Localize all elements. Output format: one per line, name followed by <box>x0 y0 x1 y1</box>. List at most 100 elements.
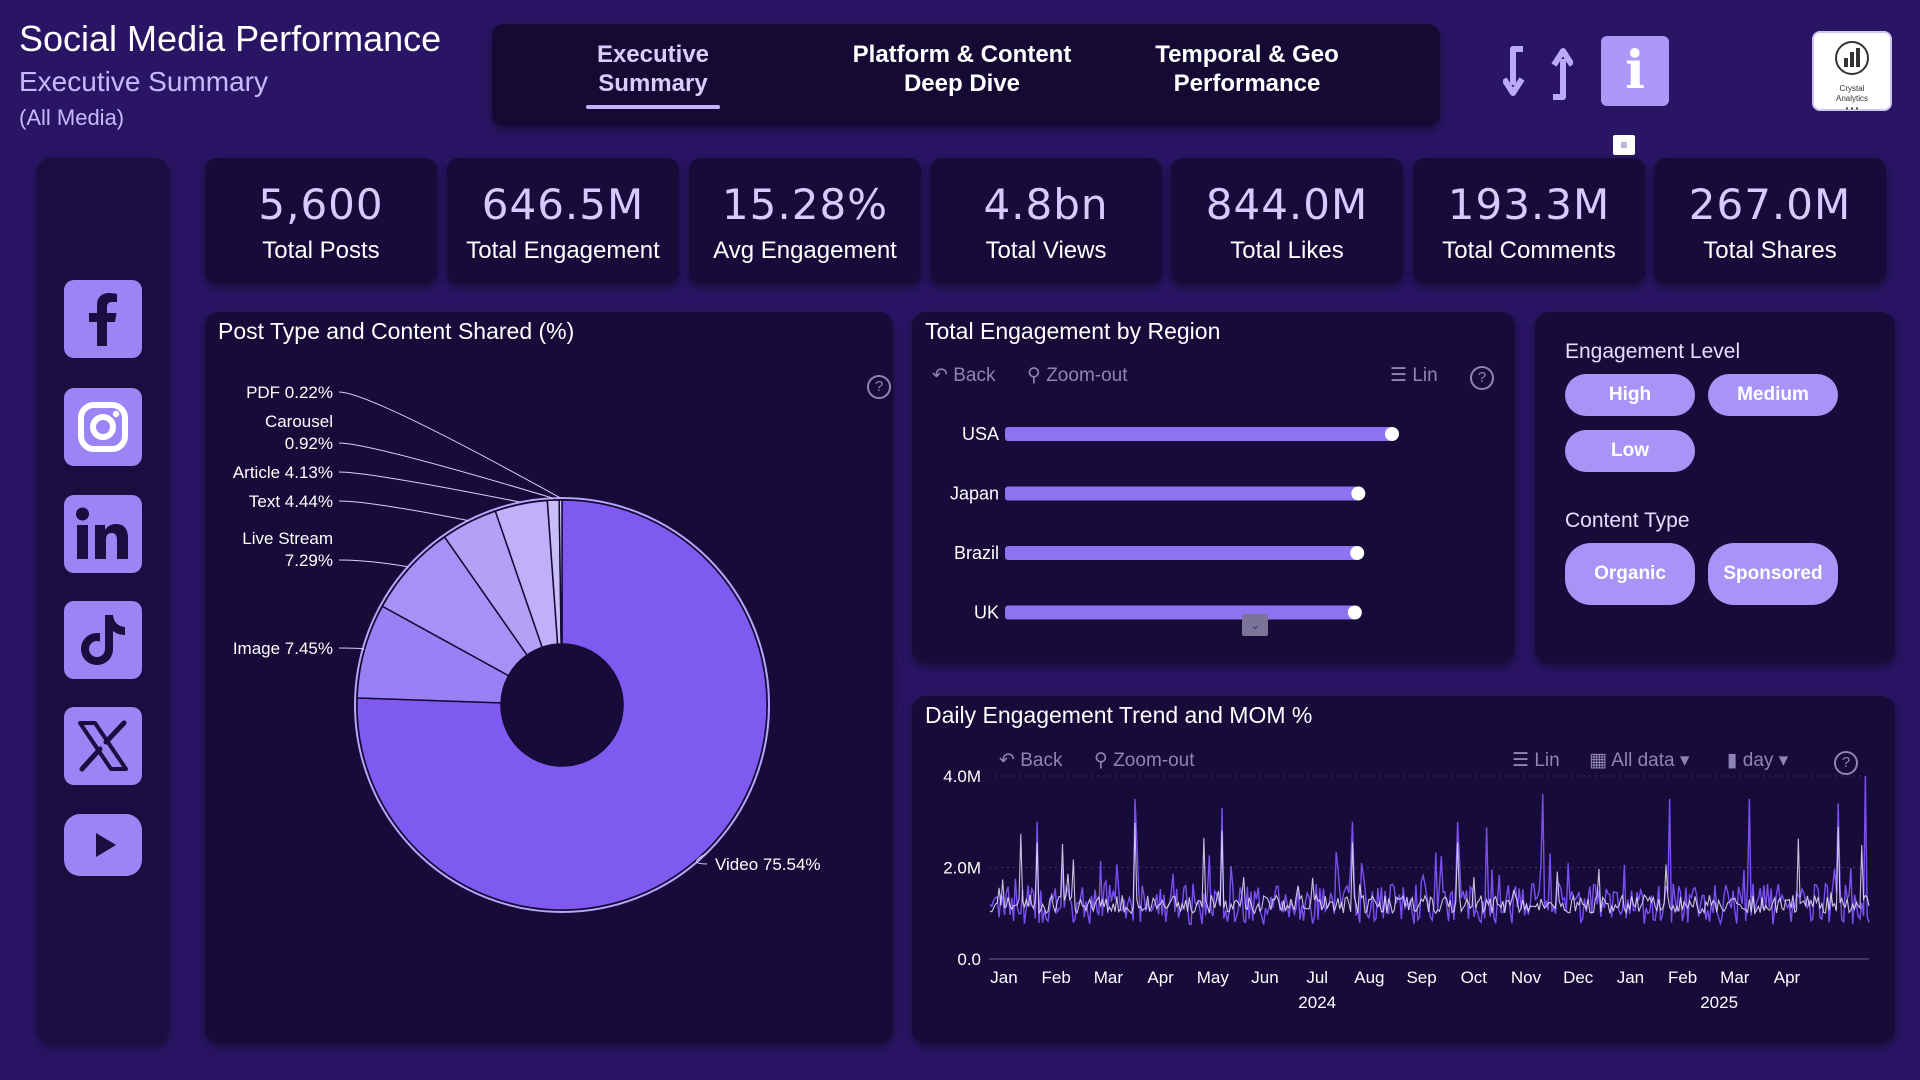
kpi-avg-engagement: 15.28% Avg Engagement <box>689 158 921 284</box>
donut-data-label: Text 4.44% <box>249 492 333 511</box>
zoom-out-label: Zoom-out <box>1046 365 1128 386</box>
filter-icon[interactable]: ≡ <box>1613 135 1635 155</box>
back-button[interactable]: ↶ Back <box>932 364 995 387</box>
youtube-icon <box>96 833 116 857</box>
kpi-value: 844.0M <box>1205 180 1369 229</box>
zoom-out-button[interactable]: ⚲ Zoom-out <box>1094 749 1195 772</box>
back-arrow-icon: ↶ <box>999 750 1015 771</box>
engagement-medium-chip[interactable]: Medium <box>1708 374 1838 416</box>
region-tick-label: Japan <box>950 484 999 504</box>
trend-series-mom[interactable] <box>989 822 1870 915</box>
kpi-value: 4.8bn <box>983 180 1109 229</box>
region-bar-usa[interactable] <box>1005 427 1392 441</box>
region-bar-brazil[interactable] <box>1005 546 1358 560</box>
trend-x-tick-label: Nov <box>1511 968 1542 987</box>
region-bar-uk[interactable] <box>1005 605 1355 620</box>
kpi-total-views: 4.8bn Total Views <box>930 158 1162 284</box>
back-label: Back <box>953 365 996 386</box>
platform-tiktok-button[interactable] <box>64 601 142 679</box>
trend-x-tick-label: Jun <box>1251 968 1278 987</box>
caret-down-icon: ▾ <box>1778 750 1789 771</box>
donut-data-label: PDF 0.22% <box>246 383 333 402</box>
donut-slice-pdf[interactable] <box>558 499 563 645</box>
trend-series-daily-engagement[interactable] <box>989 775 1870 926</box>
caret-down-icon: ▾ <box>1679 750 1690 771</box>
region-tick-label: UK <box>974 603 999 623</box>
logo-dots: • • • <box>1845 104 1859 113</box>
donut-leader-line <box>338 442 554 499</box>
all-data-dropdown[interactable]: ▦ All data ▾ <box>1589 749 1689 772</box>
kpi-value: 15.28% <box>721 180 889 229</box>
engagement-low-chip[interactable]: Low <box>1565 430 1695 472</box>
calendar-icon: ▦ <box>1589 750 1607 771</box>
zoom-out-button[interactable]: ⚲ Zoom-out <box>1027 364 1128 387</box>
kpi-value: 267.0M <box>1688 180 1852 229</box>
tab-executive-summary[interactable]: Executive Summary <box>586 40 720 98</box>
kpi-label: Total Engagement <box>466 237 660 264</box>
donut-slice-text[interactable] <box>443 510 544 657</box>
trend-x-tick-label: Jul <box>1306 968 1328 987</box>
kpi-total-engagement: 646.5M Total Engagement <box>447 158 679 284</box>
region-tick-label: USA <box>962 424 999 444</box>
scroll-down-icon[interactable]: ⌄ <box>1242 614 1268 636</box>
platform-instagram-button[interactable] <box>64 388 142 466</box>
content-organic-chip[interactable]: Organic <box>1565 543 1695 605</box>
back-button[interactable]: ↶ Back <box>999 749 1062 772</box>
kpi-label: Avg Engagement <box>713 237 897 264</box>
kpi-total-posts: 5,600 Total Posts <box>205 158 437 284</box>
donut-slice-carousel[interactable] <box>546 499 562 645</box>
platform-facebook-button[interactable] <box>64 280 142 358</box>
trend-x-tick-label: Sep <box>1406 968 1436 987</box>
zoom-out-label: Zoom-out <box>1113 750 1195 771</box>
list-icon: ☰ <box>1390 365 1408 386</box>
kpi-label: Total Comments <box>1442 237 1616 264</box>
content-sponsored-chip[interactable]: Sponsored <box>1708 543 1838 605</box>
all-data-label: All data <box>1611 750 1675 771</box>
region-bar-japan[interactable] <box>1005 486 1359 501</box>
platform-youtube-button[interactable] <box>64 814 142 876</box>
kpi-label: Total Views <box>985 237 1107 264</box>
tab-label-line1: Executive <box>596 41 710 68</box>
platform-linkedin-button[interactable] <box>64 495 142 573</box>
platform-x-button[interactable] <box>64 707 142 785</box>
trend-y-tick-label: 0.0 <box>957 950 981 969</box>
crystal-analytics-logo: Crystal Analytics • • • <box>1812 31 1892 113</box>
region-bar-endpoint <box>1385 427 1399 441</box>
logo-text: Crystal <box>1839 84 1865 93</box>
scale-lin-button[interactable]: ☰ Lin <box>1512 749 1560 772</box>
region-bar-endpoint <box>1347 605 1362 620</box>
help-icon[interactable]: ? <box>1834 751 1858 775</box>
scale-lin-button[interactable]: ☰ Lin <box>1390 364 1438 387</box>
trend-year-label: 2025 <box>1700 993 1738 1012</box>
trend-y-tick-label: 4.0M <box>943 767 981 786</box>
granularity-dropdown[interactable]: ▮ day ▾ <box>1727 749 1788 772</box>
trend-x-tick-label: Mar <box>1720 968 1750 987</box>
donut-leader-line <box>696 853 708 865</box>
facebook-icon <box>89 293 117 346</box>
donut-slice-live-stream[interactable] <box>381 535 529 677</box>
trend-x-tick-label: Apr <box>1147 968 1174 987</box>
active-tab-indicator <box>586 105 720 109</box>
engagement-high-chip[interactable]: High <box>1565 374 1695 416</box>
tab-temporal-geo[interactable]: Temporal & Geo Performance <box>1142 40 1352 98</box>
refresh-button[interactable] <box>1501 35 1575 109</box>
logo-text: Analytics <box>1835 94 1868 103</box>
info-button[interactable]: i <box>1601 36 1669 106</box>
tab-platform-content[interactable]: Platform & Content Deep Dive <box>837 40 1087 98</box>
back-label: Back <box>1020 750 1063 771</box>
kpi-label: Total Likes <box>1230 237 1344 264</box>
tab-label-line2: Performance <box>1173 70 1321 97</box>
donut-slice-article[interactable] <box>494 499 559 649</box>
tab-label-line1: Temporal & Geo <box>1155 41 1339 68</box>
slicer-panel: Engagement Level High Medium Low Content… <box>1535 312 1895 663</box>
trend-x-tick-label: Oct <box>1461 968 1488 987</box>
donut-slice-video[interactable] <box>356 499 768 911</box>
donut-slice-image[interactable] <box>356 605 510 704</box>
logo-chart-icon <box>1835 41 1869 75</box>
trend-y-tick-label: 2.0M <box>943 859 981 878</box>
help-icon[interactable]: ? <box>1470 366 1494 390</box>
donut-data-label: 7.29% <box>285 551 333 570</box>
help-icon[interactable]: ? <box>867 375 891 399</box>
kpi-value: 193.3M <box>1447 180 1611 229</box>
x-icon <box>78 720 128 772</box>
